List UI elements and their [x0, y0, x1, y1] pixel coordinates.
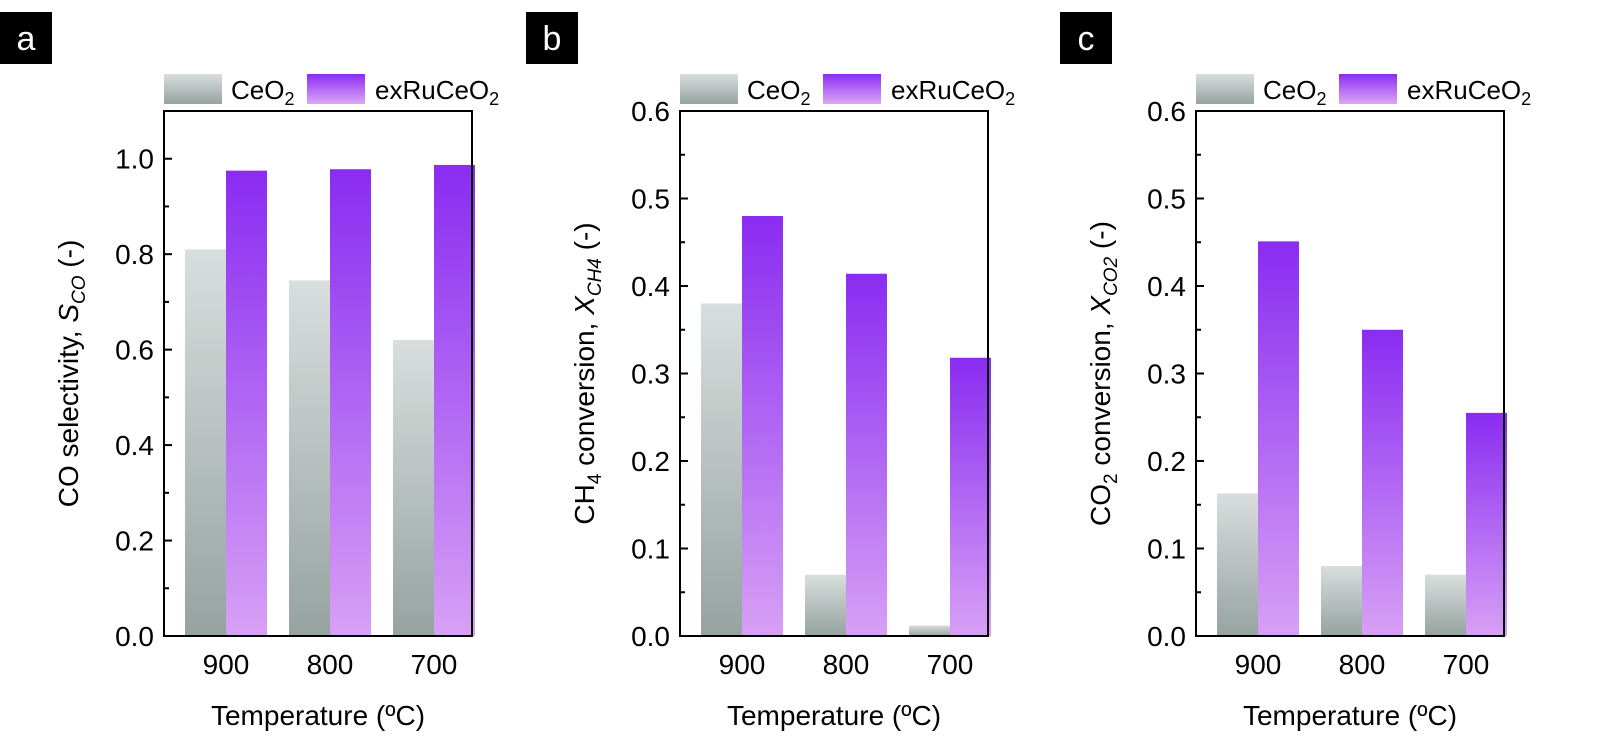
legend-swatch-ceo2 — [164, 74, 222, 104]
y-tick-label: 0.6 — [631, 96, 670, 127]
panel-letter-badge: c — [1060, 12, 1112, 64]
bars — [1217, 241, 1507, 636]
panel-b: b CeO2 exRuCeO2 0.0 0.1 0.2 0.3 0.4 0.5 0.6 900 800… — [526, 12, 1015, 731]
bar-ceo2-800 — [805, 574, 846, 636]
legend-swatch-exruceo2 — [307, 74, 365, 104]
y-tick-label: 0.6 — [1147, 96, 1186, 127]
y-tick-label: 0.0 — [631, 621, 670, 652]
bar-exruceo2-700 — [1466, 412, 1507, 636]
y-tick-label: 0.0 — [1147, 621, 1186, 652]
x-tick-label: 900 — [719, 649, 766, 680]
legend: CeO2 exRuCeO2 — [1196, 74, 1531, 109]
bar-ceo2-800 — [289, 280, 330, 636]
bars — [701, 216, 991, 636]
bar-exruceo2-700 — [950, 357, 991, 636]
bar-ceo2-900 — [701, 303, 742, 636]
y-axis: 0.0 0.1 0.2 0.3 0.4 0.5 0.6 — [1147, 96, 1204, 652]
panel-letter: c — [1078, 20, 1095, 58]
legend-swatch-exruceo2 — [1339, 74, 1397, 104]
y-tick-label: 0.0 — [115, 621, 154, 652]
x-tick-label: 700 — [1443, 649, 1490, 680]
y-tick-label: 0.1 — [631, 534, 670, 565]
legend-swatch-exruceo2 — [823, 74, 881, 104]
bars — [185, 164, 475, 636]
y-tick-label: 0.6 — [115, 335, 154, 366]
bar-ceo2-900 — [185, 249, 226, 636]
bar-ceo2-700 — [393, 340, 434, 636]
y-tick-label: 0.2 — [115, 526, 154, 557]
bar-ceo2-700 — [1425, 574, 1466, 636]
panel-letter-badge: a — [0, 12, 52, 64]
bar-ceo2-700 — [909, 625, 950, 636]
y-tick-label: 0.4 — [115, 430, 154, 461]
y-tick-label: 0.4 — [631, 271, 670, 302]
panel-a: a CeO2 exRuCeO2 0.0 0.2 0.4 0.6 0.8 1.0 900 800 700… — [0, 12, 499, 731]
bar-exruceo2-800 — [330, 169, 371, 636]
panel-letter: b — [543, 20, 562, 58]
x-tick-label: 800 — [823, 649, 870, 680]
x-tick-label: 900 — [1235, 649, 1282, 680]
x-tick-label: 800 — [307, 649, 354, 680]
y-axis: 0.0 0.1 0.2 0.3 0.4 0.5 0.6 — [631, 96, 688, 652]
legend-label-ceo2: CeO2 — [231, 75, 294, 109]
legend-label-exruceo2: exRuCeO2 — [375, 75, 499, 109]
y-axis: 0.0 0.2 0.4 0.6 0.8 1.0 — [115, 144, 172, 652]
plot-frame — [163, 110, 473, 637]
x-axis-title: Temperature (ºC) — [1243, 700, 1457, 731]
y-tick-label: 0.4 — [1147, 271, 1186, 302]
legend-label-ceo2: CeO2 — [747, 75, 810, 109]
x-tick-label: 700 — [927, 649, 974, 680]
y-tick-label: 0.5 — [631, 184, 670, 215]
panel-c: c CeO2 exRuCeO2 0.0 0.1 0.2 0.3 0.4 0.5 0.6 900 800… — [1060, 12, 1531, 731]
bar-exruceo2-700 — [434, 164, 475, 636]
x-axis: 900 800 700 — [1235, 649, 1490, 680]
y-tick-label: 0.5 — [1147, 184, 1186, 215]
y-axis-title: CO2 conversion, XCO2 (-) — [1085, 221, 1122, 526]
legend-label-exruceo2: exRuCeO2 — [891, 75, 1015, 109]
legend-swatch-ceo2 — [680, 74, 738, 104]
legend: CeO2 exRuCeO2 — [164, 74, 499, 109]
bar-exruceo2-900 — [1258, 241, 1299, 636]
bar-exruceo2-900 — [226, 170, 267, 636]
y-tick-label: 0.2 — [1147, 446, 1186, 477]
panel-letter-badge: b — [526, 12, 578, 64]
y-tick-label: 0.3 — [1147, 359, 1186, 390]
y-axis-title: CO selectivity, SCO (-) — [53, 240, 90, 508]
x-tick-label: 900 — [203, 649, 250, 680]
y-tick-label: 0.1 — [1147, 534, 1186, 565]
y-axis-title: CH4 conversion, XCH4 (-) — [569, 222, 606, 524]
y-tick-label: 0.3 — [631, 359, 670, 390]
legend-swatch-ceo2 — [1196, 74, 1254, 104]
x-axis: 900 800 700 — [203, 649, 458, 680]
x-axis-title: Temperature (ºC) — [211, 700, 425, 731]
x-tick-label: 700 — [411, 649, 458, 680]
y-tick-label: 0.8 — [115, 239, 154, 270]
legend-label-ceo2: CeO2 — [1263, 75, 1326, 109]
x-axis: 900 800 700 — [719, 649, 974, 680]
panel-letter: a — [17, 20, 36, 58]
legend-label-exruceo2: exRuCeO2 — [1407, 75, 1531, 109]
x-tick-label: 800 — [1339, 649, 1386, 680]
bar-exruceo2-900 — [742, 216, 783, 636]
bar-exruceo2-800 — [1362, 329, 1403, 636]
legend: CeO2 exRuCeO2 — [680, 74, 1015, 109]
bar-ceo2-800 — [1321, 566, 1362, 636]
y-tick-label: 1.0 — [115, 144, 154, 175]
bar-exruceo2-800 — [846, 273, 887, 636]
bar-ceo2-900 — [1217, 493, 1258, 636]
x-axis-title: Temperature (ºC) — [727, 700, 941, 731]
y-tick-label: 0.2 — [631, 446, 670, 477]
